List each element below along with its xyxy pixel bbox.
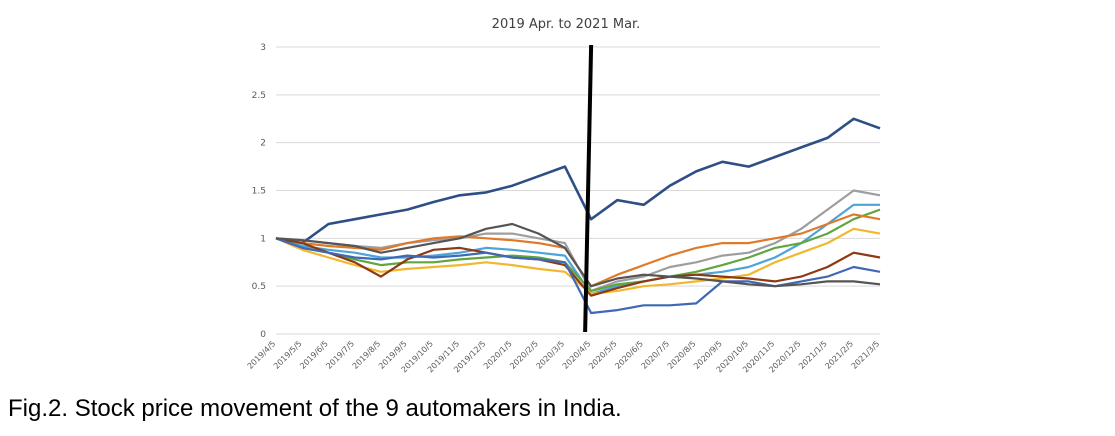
series-line-3 <box>275 203 880 295</box>
figure-caption: Fig.2. Stock price movement of the 9 aut… <box>8 395 622 422</box>
y-tick-label: 1 <box>260 234 266 244</box>
y-tick-label: 3 <box>260 43 266 53</box>
series-lines <box>275 117 881 315</box>
y-tick-label: 2 <box>260 139 266 149</box>
chart-title: 2019 Apr. to 2021 Mar. <box>492 17 641 32</box>
series-line-4 <box>275 208 881 292</box>
series-line-7 <box>275 237 881 297</box>
gridlines <box>276 46 880 335</box>
series-line-6 <box>275 227 881 295</box>
y-axis-ticks: 0 0.5 1 1.5 2 2.5 3 <box>252 43 267 340</box>
x-tick-label: 2021/3/5 <box>850 339 882 371</box>
x-axis-ticks: 2019/4/52019/5/52019/6/52019/7/52019/8/5… <box>246 339 882 374</box>
series-line-9 <box>275 222 881 288</box>
y-tick-label: 0 <box>260 330 266 340</box>
y-tick-label: 1.5 <box>252 187 266 197</box>
covid-marker-line <box>583 44 594 333</box>
line-chart: 2019 Apr. to 2021 Mar. 0 0.5 1 1.5 2 2.5 3 201… <box>246 17 882 374</box>
series-line-1 <box>275 117 881 245</box>
y-tick-label: 2.5 <box>252 91 266 101</box>
y-tick-label: 0.5 <box>252 282 266 292</box>
